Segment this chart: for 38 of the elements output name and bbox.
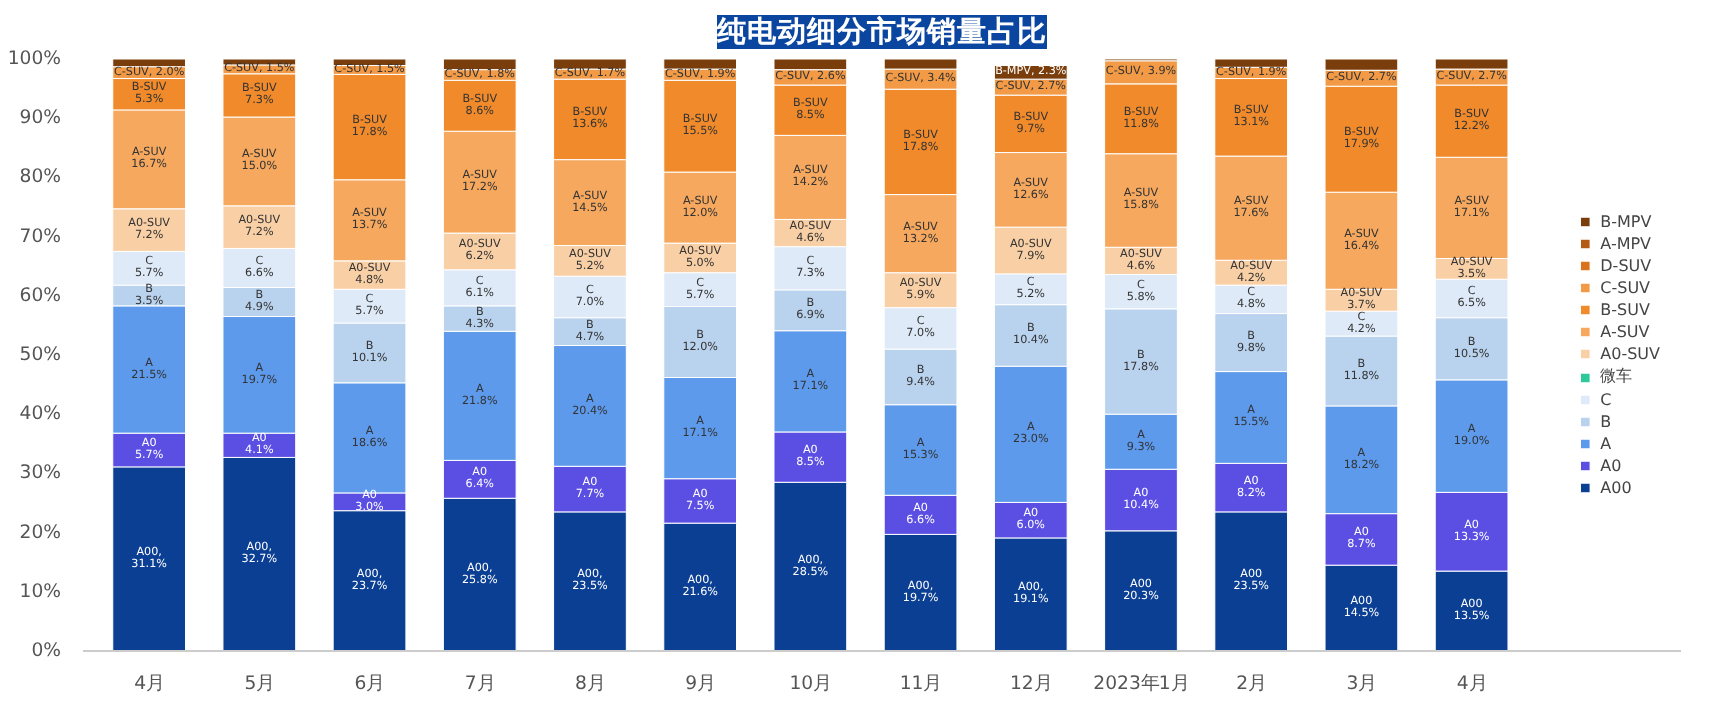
x-tick-label: 4月 — [1456, 673, 1487, 695]
legend-label: A — [1600, 433, 1614, 453]
x-tick-label: 3月 — [1346, 673, 1377, 695]
legend-label: B — [1600, 411, 1614, 431]
legend-label: A-SUV — [1600, 321, 1650, 341]
y-tick-label: 20% — [19, 521, 62, 544]
chart-title: 纯电动细分市场销量占比 — [715, 13, 1047, 49]
legend-label: B-SUV — [1600, 299, 1650, 319]
y-tick-label: 50% — [19, 344, 62, 366]
x-tick-label: 9月 — [685, 673, 716, 695]
y-tick-label: 70% — [19, 225, 62, 248]
y-tick-label: 60% — [19, 284, 62, 307]
x-tick-label: 5月 — [244, 673, 275, 695]
legend-label: A00 — [1600, 477, 1634, 497]
x-tick-label: 4月 — [134, 673, 165, 695]
legend-label: A0 — [1600, 455, 1624, 475]
x-tick-label: 10月 — [789, 673, 832, 695]
x-tick-label: 2023年1月 — [1093, 673, 1189, 695]
y-tick-label: 80% — [19, 166, 62, 189]
y-tick-label: 90% — [19, 107, 62, 130]
y-tick-label: 30% — [19, 462, 62, 485]
y-tick-label: 0% — [31, 640, 62, 662]
x-tick-label: 7月 — [464, 673, 495, 695]
y-tick-label: 10% — [19, 580, 62, 603]
x-tick-label: 6月 — [354, 673, 385, 695]
legend-label: C — [1600, 389, 1614, 409]
legend-label: D-SUV — [1600, 255, 1652, 275]
legend-label: C-SUV — [1600, 277, 1651, 297]
x-tick-label: 2月 — [1236, 673, 1267, 695]
x-tick-label: 8月 — [575, 673, 605, 695]
legend-label: A-MPV — [1600, 233, 1652, 253]
legend-label: B-MPV — [1600, 211, 1652, 231]
y-tick-label: 40% — [19, 403, 62, 426]
x-tick-label: 11月 — [899, 673, 942, 695]
legend-label: A0-SUV — [1600, 343, 1660, 363]
x-tick-label: 12月 — [1009, 673, 1052, 695]
y-tick-label: 100% — [7, 48, 62, 70]
legend-label: 微车 — [1600, 365, 1635, 387]
